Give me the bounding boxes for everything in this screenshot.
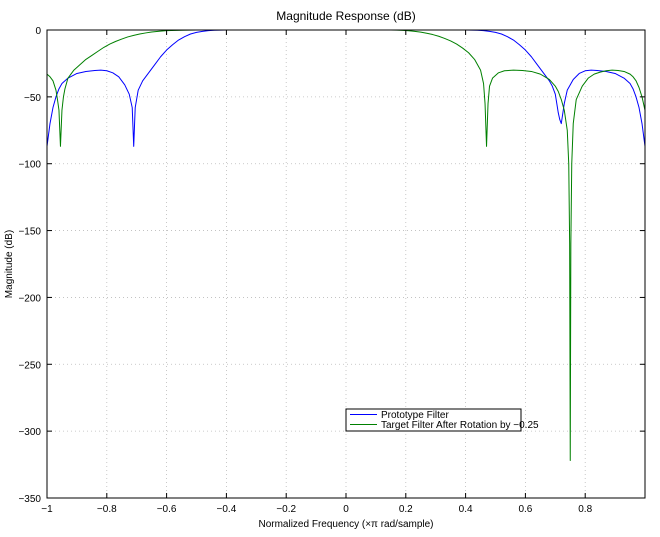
y-tick-label: 0	[35, 26, 41, 37]
x-tick-label: 0.2	[399, 504, 413, 515]
x-tick-label: −0.6	[157, 504, 177, 515]
series-line-target-filter	[47, 30, 645, 462]
x-tick-label: 0.6	[518, 504, 532, 515]
legend-label-prototype: Prototype Filter	[381, 410, 449, 421]
legend-label-target: Target Filter After Rotation by −0.25	[381, 420, 539, 431]
chart-title: Magnitude Response (dB)	[276, 9, 415, 23]
y-tick-label: −50	[24, 93, 41, 104]
y-tick-label: −200	[18, 293, 41, 304]
y-axis-ticks: 0 −50 −100 −150 −200 −250 −300 −350	[18, 26, 645, 505]
y-tick-label: −350	[18, 494, 41, 505]
y-tick-label: −100	[18, 160, 41, 171]
x-tick-label: 0	[343, 504, 349, 515]
x-tick-label: −1	[41, 504, 53, 515]
series-line-prototype-filter	[47, 30, 645, 147]
x-tick-label: −0.8	[97, 504, 117, 515]
legend: Prototype Filter Target Filter After Rot…	[345, 408, 539, 432]
x-axis-label: Normalized Frequency (×π rad/sample)	[258, 519, 433, 530]
x-tick-label: −0.4	[217, 504, 237, 515]
y-tick-label: −150	[18, 227, 41, 238]
x-tick-label: 0.4	[459, 504, 473, 515]
y-axis-label: Magnitude (dB)	[4, 230, 15, 298]
y-tick-label: −300	[18, 427, 41, 438]
data-series	[47, 30, 645, 462]
x-axis-ticks: −1 −0.8 −0.6 −0.4 −0.2 0 0.2 0.4 0.6 0.8	[41, 30, 593, 515]
x-tick-label: −0.2	[276, 504, 296, 515]
x-tick-label: 0.8	[578, 504, 592, 515]
y-tick-label: −250	[18, 360, 41, 371]
legend-box	[345, 408, 522, 432]
